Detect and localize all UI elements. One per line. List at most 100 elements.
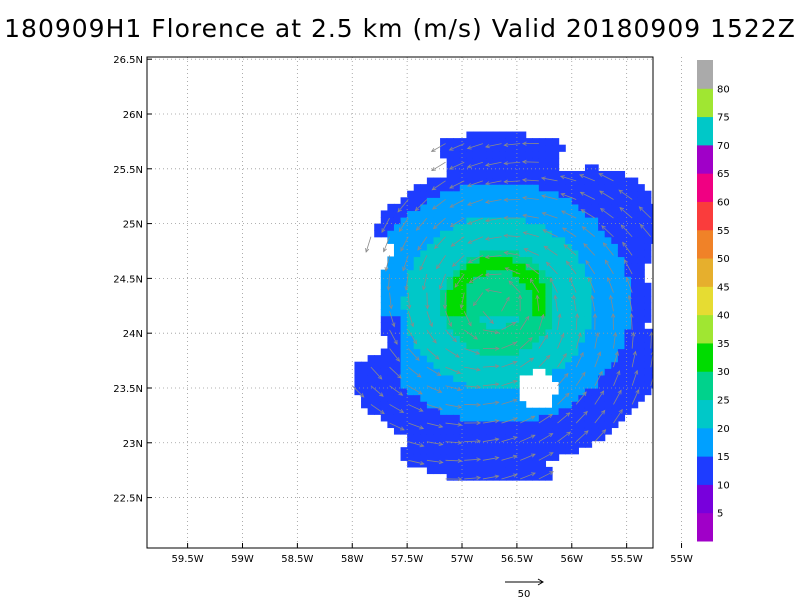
field-cell [453,434,461,442]
field-cell [420,374,428,383]
field-cell [486,466,494,475]
wind-vector [505,267,521,275]
field-cell [545,447,553,455]
field-cell [499,315,507,323]
field-cell [492,151,500,159]
field-cell [433,269,441,277]
field-cell [472,427,481,435]
field-cell [571,355,579,363]
field-cell [453,302,461,310]
wind-vector-head [397,207,402,213]
field-cell [637,381,645,389]
field-cell [525,341,533,350]
field-cell [611,249,619,258]
field-cell [637,335,645,343]
field-cell [538,341,547,350]
field-cell [479,460,487,468]
wind-vector [482,457,499,461]
wind-vector [381,217,390,233]
field-cell [433,243,441,251]
field-cell [407,203,415,212]
field-cell [453,328,461,336]
field-cell [538,440,547,448]
wind-vector [464,348,480,355]
field-cell [611,282,619,290]
field-cell [532,256,540,264]
field-cell [512,217,520,225]
field-cell [565,295,573,304]
field-cell [466,341,474,350]
field-cell [505,269,514,277]
field-cell [387,295,395,304]
field-cell [598,276,606,284]
field-cell [571,414,579,422]
field-cell [584,361,593,369]
field-cell [637,256,645,264]
field-cell [545,170,553,179]
field-cell [525,414,533,422]
field-cell [584,197,593,205]
field-cell [525,348,533,356]
field-cell [479,394,487,402]
field-cell [604,249,612,258]
field-cell [492,190,500,198]
field-cell [558,302,566,310]
wind-vector [520,415,535,424]
field-cell [644,223,652,231]
field-cell [433,394,441,402]
field-cell [631,243,639,251]
field-cell [380,289,388,297]
field-cell [525,210,533,218]
field-cell [499,368,507,376]
field-cell [492,473,500,481]
field-cell [578,177,586,185]
field-cell [591,368,599,376]
field-cell [604,269,612,277]
field-cell [558,170,566,179]
field-cell [446,289,454,297]
field-cell [525,407,533,415]
field-cell [571,289,579,297]
field-cell [479,328,487,336]
field-cell [545,453,553,461]
field-cell [624,355,632,363]
field-cell [644,289,652,297]
field-cell [532,157,540,166]
field-cell [545,230,553,238]
field-cell [472,473,481,481]
field-cell [499,276,507,284]
wind-vector [575,333,581,349]
field-cell [380,322,388,330]
field-cell [519,473,527,481]
field-cell [466,157,474,166]
field-cell [552,302,560,310]
field-cell [565,368,573,376]
field-cell [446,138,454,146]
field-cell [374,223,382,231]
field-cell [407,381,415,389]
field-cell [426,315,435,323]
field-cell [552,368,560,376]
field-cell [400,302,408,310]
colorbar-swatch [697,286,713,316]
field-cell [525,249,533,258]
field-cell [584,335,593,343]
field-cell [604,203,612,212]
field-cell [538,223,547,231]
field-cell [380,295,388,304]
field-cell [420,322,428,330]
field-cell [525,177,533,185]
field-cell [479,164,487,172]
field-cell [519,420,527,429]
field-cell [637,289,645,297]
field-cell [650,210,653,218]
field-cell [459,157,468,166]
field-cell [578,341,586,350]
field-cell [512,341,520,350]
field-cell [479,473,487,481]
field-cell [617,361,626,369]
field-cell [631,295,639,304]
field-cell [571,315,579,323]
field-cell [617,230,626,238]
field-cell [426,374,435,383]
